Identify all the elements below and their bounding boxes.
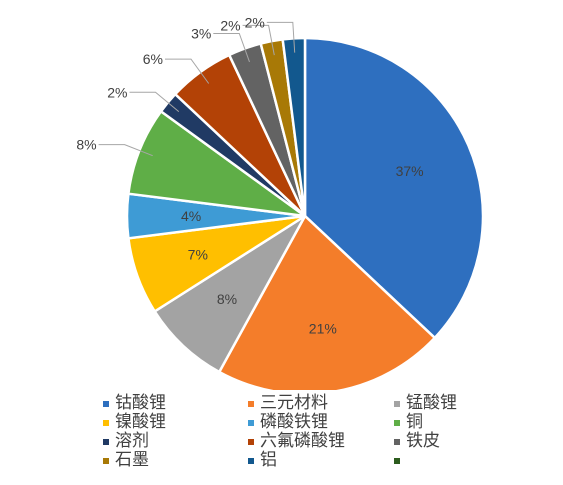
leader-line	[165, 58, 210, 84]
pie-slice	[303, 36, 485, 340]
legend-swatch	[103, 457, 109, 464]
legend-label: 镍酸锂	[115, 412, 166, 432]
slice-value-label: 2%	[245, 14, 265, 30]
legend-item: 石墨	[103, 451, 248, 470]
legend-item: 铁皮	[394, 432, 543, 451]
slice-value-label: 3%	[191, 26, 211, 42]
slice-value-label: 2%	[220, 17, 240, 33]
legend-label: 铝	[260, 450, 277, 470]
legend-item: 磷酸铁锂	[248, 413, 394, 432]
pie-slices	[125, 36, 485, 390]
leader-line	[266, 21, 296, 53]
legend-swatch	[394, 419, 400, 426]
legend-item	[394, 451, 543, 470]
legend-item: 六氟磷酸锂	[248, 432, 394, 451]
leader-line	[213, 33, 250, 63]
pie-chart: 37% 21% 8% 7% 4% 8% 2% 6% 3% 2% 2%	[76, 14, 485, 390]
legend-item: 镍酸锂	[103, 413, 248, 432]
legend-swatch	[103, 419, 109, 426]
legend-label: 锰酸锂	[406, 393, 457, 413]
legend-label: 钴酸锂	[115, 393, 166, 413]
legend-label: 溶剂	[115, 431, 149, 451]
slice-value-label: 37%	[396, 163, 424, 179]
slice-value-label: 6%	[143, 51, 163, 67]
legend-swatch	[394, 457, 400, 464]
legend-swatch	[248, 419, 254, 426]
legend-label: 铁皮	[406, 431, 440, 451]
pie-slice	[217, 213, 437, 390]
legend-swatch	[248, 457, 254, 464]
legend-item: 溶剂	[103, 432, 248, 451]
slice-value-label: 2%	[107, 84, 127, 100]
leader-line	[242, 24, 275, 56]
legend-label: 三元材料	[260, 393, 328, 413]
legend-label: 磷酸铁锂	[260, 412, 328, 432]
legend-swatch	[394, 400, 400, 407]
slice-value-label: 21%	[309, 321, 337, 337]
legend-item: 锰酸锂	[394, 394, 543, 413]
legend-item: 铝	[248, 451, 394, 470]
legend-swatch	[103, 400, 109, 407]
legend-item: 三元材料	[248, 394, 394, 413]
chart-legend: 钴酸锂 三元材料 锰酸锂镍酸锂 磷酸铁锂 铜溶剂 六氟磷酸锂 铁皮石墨 铝	[103, 394, 543, 470]
legend-label: 石墨	[115, 450, 149, 470]
legend-swatch	[248, 438, 254, 445]
leader-line	[129, 91, 180, 112]
data-labels: 37% 21% 8% 7% 4% 8% 2% 6% 3% 2% 2%	[76, 14, 423, 336]
legend-item: 铜	[394, 413, 543, 432]
legend-swatch	[394, 438, 400, 445]
slice-value-label: 7%	[188, 247, 208, 263]
legend-swatch	[248, 400, 254, 407]
legend-label: 六氟磷酸锂	[260, 431, 345, 451]
leader-lines	[98, 21, 296, 157]
slice-value-label: 8%	[217, 291, 237, 307]
slice-value-label: 8%	[76, 137, 96, 153]
legend-swatch	[103, 438, 109, 445]
pie-slice	[152, 214, 307, 374]
legend-label: 铜	[406, 412, 423, 432]
legend-item: 钴酸锂	[103, 394, 248, 413]
leader-line	[98, 144, 153, 157]
slice-value-label: 4%	[181, 208, 201, 224]
